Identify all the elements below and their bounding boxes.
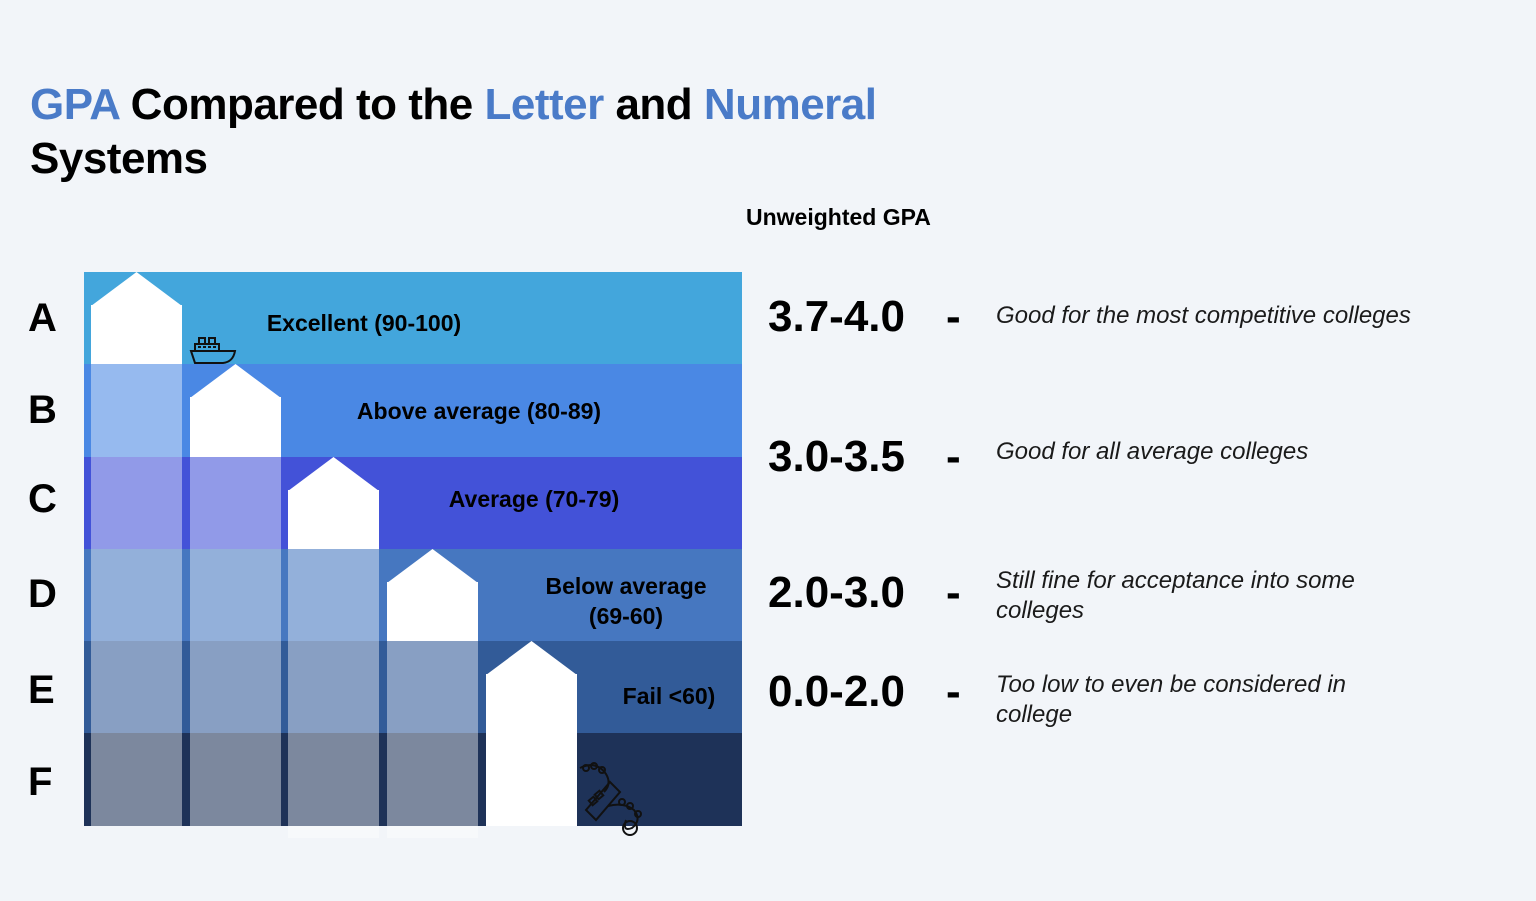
grade-arrow-e xyxy=(486,272,577,826)
letter-grade-e: E xyxy=(28,668,55,712)
gpa-description: Still fine for acceptance into some coll… xyxy=(996,567,1355,624)
letter-grade-c: C xyxy=(28,477,57,521)
band-label-below-average: Below average (69-60) xyxy=(545,573,707,629)
band-c xyxy=(84,457,742,549)
gpa-dash: - xyxy=(946,432,961,481)
gpa-range: 0.0-2.0 xyxy=(768,667,905,716)
grade-arrow-c xyxy=(288,272,379,838)
gpa-dash: - xyxy=(946,568,961,617)
grade-bands-chart: Excellent (90-100) Above average (80-89)… xyxy=(84,272,742,838)
gpa-description: Good for the most competitive colleges xyxy=(996,302,1411,329)
ship-icon xyxy=(189,337,237,364)
band-label-excellent: Excellent (90-100) xyxy=(266,310,462,336)
kraken-sinking-ship-icon xyxy=(579,762,642,836)
gpa-section-heading: Unweighted GPA xyxy=(746,204,931,230)
band-f xyxy=(84,733,742,826)
letter-grade-d: D xyxy=(28,572,57,616)
gpa-description: Too low to even be considered in college xyxy=(996,671,1347,728)
letter-grade-f: F xyxy=(28,760,53,804)
grade-arrow-b xyxy=(190,272,281,826)
gpa-description: Good for all average colleges xyxy=(996,438,1309,465)
band-e xyxy=(84,641,742,733)
gpa-dash: - xyxy=(946,292,961,341)
title-part-numeral: Numeral xyxy=(703,80,877,129)
title-part-letter: Letter xyxy=(484,80,604,129)
title-part: Compared to the xyxy=(118,80,485,129)
letter-grade-a: A xyxy=(28,296,57,340)
title-part-systems: Systems xyxy=(30,134,208,183)
title-part: and xyxy=(603,80,704,129)
band-label-above-average: Above average (80-89) xyxy=(356,398,602,424)
page-title: GPA Compared to the Letter and Numeral Sy… xyxy=(30,78,970,186)
grade-arrow-a xyxy=(91,272,182,826)
band-a xyxy=(84,272,742,364)
gpa-dash: - xyxy=(946,667,961,716)
letter-grade-b: B xyxy=(28,388,57,432)
grade-arrow-d xyxy=(387,272,478,838)
title-part-gpa: GPA xyxy=(30,80,119,129)
gpa-range: 3.7-4.0 xyxy=(768,292,905,341)
gpa-range: 2.0-3.0 xyxy=(768,568,905,617)
band-label-average: Average (70-79) xyxy=(448,486,620,512)
band-label-fail: Fail <60) xyxy=(622,683,716,709)
gpa-range: 3.0-3.5 xyxy=(768,432,905,481)
